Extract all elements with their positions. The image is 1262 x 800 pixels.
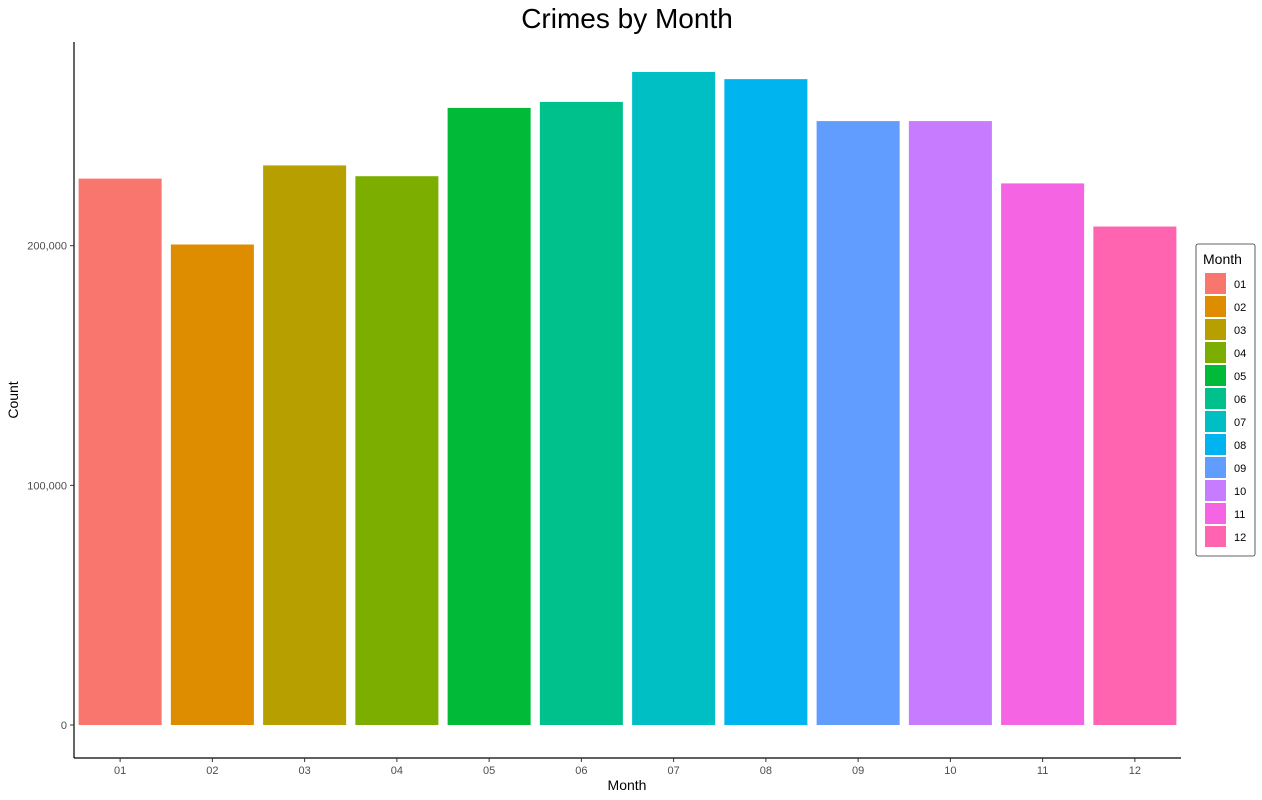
legend-swatch-11 (1205, 503, 1226, 524)
legend-label-12: 12 (1234, 532, 1246, 544)
bar-07 (632, 71, 716, 726)
legend-swatch-04 (1205, 342, 1226, 363)
legend-label-10: 10 (1234, 486, 1246, 498)
x-tick-label: 11 (1037, 765, 1048, 777)
x-tick-label: 05 (483, 765, 495, 777)
legend-swatch-03 (1205, 319, 1226, 340)
x-ticks-group: 01 02 03 04 05 06 07 08 09 10 11 12 (114, 758, 1141, 777)
x-tick-label: 12 (1129, 765, 1141, 777)
bars-group (78, 71, 1177, 726)
bar-08 (724, 79, 808, 725)
bar-05 (447, 107, 531, 726)
bar-03 (263, 165, 347, 725)
bar-02 (170, 244, 254, 725)
bar-06 (539, 101, 623, 725)
chart-title: Crimes by Month (521, 3, 733, 34)
legend-label-11: 11 (1234, 509, 1245, 521)
x-tick-label: 06 (575, 765, 587, 777)
legend-label-07: 07 (1234, 417, 1246, 429)
bar-09 (816, 121, 900, 725)
legend-label-06: 06 (1234, 394, 1246, 406)
legend-label-01: 01 (1234, 279, 1246, 291)
legend-swatch-10 (1205, 480, 1226, 501)
legend-swatch-06 (1205, 388, 1226, 409)
bar-01 (78, 178, 162, 726)
legend-swatch-09 (1205, 457, 1226, 478)
y-tick-label: 100,000 (27, 480, 67, 492)
legend-label-09: 09 (1234, 463, 1246, 475)
y-tick-label: 200,000 (27, 241, 67, 253)
legend-swatch-08 (1205, 434, 1226, 455)
bar-10 (908, 121, 992, 725)
legend-swatch-07 (1205, 411, 1226, 432)
x-tick-label: 04 (391, 765, 403, 777)
x-tick-label: 02 (206, 765, 218, 777)
legend-items: 01 02 03 04 05 06 07 08 09 10 11 12 (1205, 273, 1246, 547)
x-tick-label: 09 (852, 765, 864, 777)
y-axis-title: Count (5, 381, 21, 418)
x-tick-label: 01 (114, 765, 126, 777)
x-tick-label: 10 (944, 765, 956, 777)
x-tick-label: 03 (299, 765, 311, 777)
y-ticks-group: 0 100,000 200,000 (27, 241, 74, 732)
y-tick-label: 0 (61, 720, 67, 732)
legend-label-02: 02 (1234, 302, 1246, 314)
bar-12 (1093, 226, 1177, 725)
legend-swatch-01 (1205, 273, 1226, 294)
x-axis-title: Month (608, 777, 647, 793)
legend-label-08: 08 (1234, 440, 1246, 452)
legend-swatch-05 (1205, 365, 1226, 386)
legend-title: Month (1203, 251, 1242, 267)
legend-swatch-12 (1205, 526, 1226, 547)
legend-label-03: 03 (1234, 325, 1246, 337)
x-tick-label: 07 (668, 765, 680, 777)
legend-swatch-02 (1205, 296, 1226, 317)
legend-label-04: 04 (1234, 348, 1246, 360)
legend: Month 01 02 03 04 05 06 07 08 09 10 11 12 (1195, 243, 1256, 557)
x-tick-label: 08 (760, 765, 772, 777)
legend-label-05: 05 (1234, 371, 1246, 383)
bar-11 (1001, 183, 1085, 726)
bar-04 (355, 176, 439, 726)
